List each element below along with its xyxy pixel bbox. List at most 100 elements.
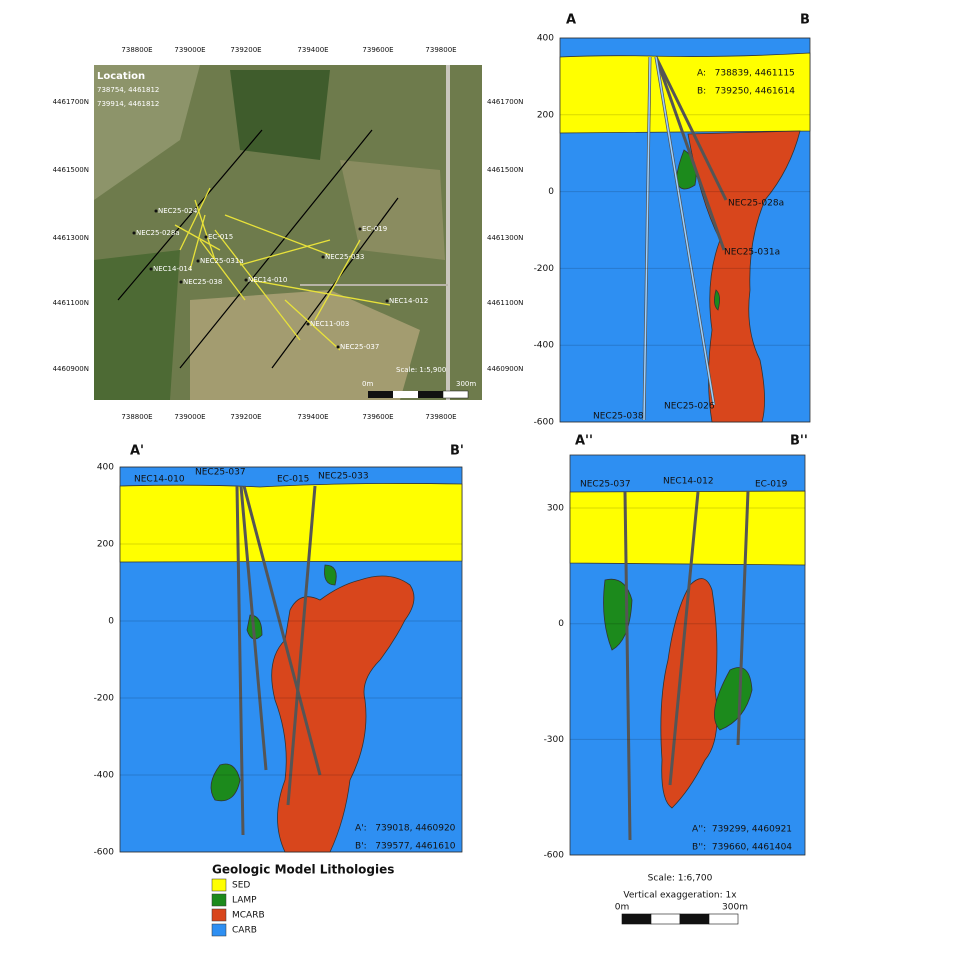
legend-title: Geologic Model Lithologies (212, 863, 394, 877)
y-tick-label: 200 (97, 540, 114, 550)
well-collar (306, 322, 310, 326)
section-line (117, 129, 263, 301)
coord: A': 739018, 4460920 (355, 824, 456, 834)
y-tick-label: 4461300N (53, 234, 89, 242)
well-label: NEC14-014 (153, 265, 193, 273)
section-end: B' (450, 444, 464, 459)
legend-swatch (211, 878, 227, 892)
x-tick-label: 739200E (230, 413, 261, 421)
legend-swatch (211, 908, 227, 922)
y-tick-label: 300 (547, 504, 564, 514)
well-label: EC-015 (208, 233, 233, 241)
well-collar (358, 227, 362, 231)
scale-label: 300m (722, 903, 748, 913)
well-label: NEC25-031a (724, 248, 780, 258)
x-tick-label: 739400E (297, 413, 328, 421)
y-tick-label: 0 (558, 619, 564, 629)
well-collar (244, 278, 248, 282)
lamp (714, 289, 720, 311)
field (94, 65, 200, 200)
lamp (324, 564, 337, 586)
well-label: NEC25-028a (136, 229, 180, 237)
field (190, 290, 420, 400)
scale-label: 300m (456, 380, 476, 388)
section-end: B (800, 13, 810, 28)
coord: B: 739250, 4461614 (697, 87, 795, 97)
map: Location 738754, 4461812 739914, 4461812… (94, 65, 482, 400)
well-label: EC-015 (277, 475, 309, 485)
legend-label: SED (232, 881, 250, 891)
section-line (271, 197, 399, 369)
legend-label: CARB (232, 926, 257, 936)
mcarb (271, 575, 415, 853)
well-label: NEC14-012 (389, 297, 428, 305)
y-tick-label: -600 (94, 848, 115, 858)
section-line (179, 129, 373, 369)
well-label: NEC25-038 (593, 412, 644, 422)
wells (235, 485, 322, 836)
section-start: A' (130, 444, 144, 459)
section-start: A'' (575, 434, 593, 449)
x-tick-label: 739000E (174, 46, 205, 54)
lamp (603, 578, 633, 651)
field (340, 160, 445, 260)
y-tick-label: 4461700N (487, 98, 523, 106)
x-tick-label: 738800E (121, 46, 152, 54)
trees (230, 70, 330, 160)
well-label: NEC25-037 (195, 468, 246, 478)
section-scale: Scale: 1:6,700 (648, 874, 713, 884)
map-scale: Scale: 1:5,900 (396, 366, 446, 374)
well-label: NEC14-010 (134, 475, 185, 485)
well-label: EC-019 (755, 480, 788, 490)
corner-label: 739914, 4461812 (97, 100, 159, 108)
well-label: EC-019 (362, 225, 387, 233)
well-collar (196, 259, 200, 263)
x-tick-label: 739800E (425, 46, 456, 54)
y-tick-label: -200 (94, 694, 115, 704)
y-tick-label: 4461300N (487, 234, 523, 242)
coord: B': 739577, 4461610 (355, 842, 456, 852)
well-label: NEC14-010 (248, 276, 287, 284)
section-end: B'' (790, 434, 808, 449)
y-tick-label: -600 (544, 851, 565, 861)
well-collar (336, 345, 340, 349)
well-label: NEC25-024 (158, 207, 198, 215)
y-tick-label: -200 (534, 264, 555, 274)
x-tick-label: 738800E (121, 413, 152, 421)
well-label: NEC25-033 (325, 253, 364, 261)
wells (623, 490, 750, 841)
corner-label: 738754, 4461812 (97, 86, 159, 94)
section-ab: A B A: 738839, 4461115 B: 739250, 446161… (559, 13, 811, 423)
scale-bar (368, 390, 469, 399)
well-traces (174, 187, 391, 351)
well-collar (204, 235, 208, 239)
well-label: NEC11-003 (310, 320, 349, 328)
y-tick-label: 4461500N (53, 166, 89, 174)
well-label: NEC25-037 (580, 480, 631, 490)
vertical-exaggeration: Vertical exaggeration: 1x (623, 891, 737, 901)
y-tick-label: 4461700N (53, 98, 89, 106)
scale-bar (621, 913, 739, 925)
y-tick-label: 4461500N (487, 166, 523, 174)
well-collar (154, 209, 158, 213)
y-tick-label: -400 (534, 341, 555, 351)
section-start: A (566, 13, 576, 28)
y-tick-label: 4460900N (53, 365, 89, 373)
y-tick-label: 200 (537, 110, 554, 120)
y-tick-label: -300 (544, 735, 565, 745)
well-label: NEC25-028a (728, 199, 784, 209)
x-tick-label: 739000E (174, 413, 205, 421)
coord: B'': 739660, 4461404 (692, 843, 792, 853)
well-collar (179, 280, 183, 284)
x-tick-label: 739600E (362, 413, 393, 421)
x-tick-label: 739800E (425, 413, 456, 421)
well-label: NEC25-037 (340, 343, 379, 351)
trees (94, 250, 180, 400)
y-tick-label: -600 (534, 418, 555, 428)
section-a2b2: A'' B'' A'': 739299, 4460921 B'': 739660… (569, 434, 808, 856)
y-tick-label: -400 (94, 771, 115, 781)
x-tick-label: 739400E (297, 46, 328, 54)
well-label: NEC25-038 (183, 278, 222, 286)
map-title: Location (97, 71, 145, 82)
